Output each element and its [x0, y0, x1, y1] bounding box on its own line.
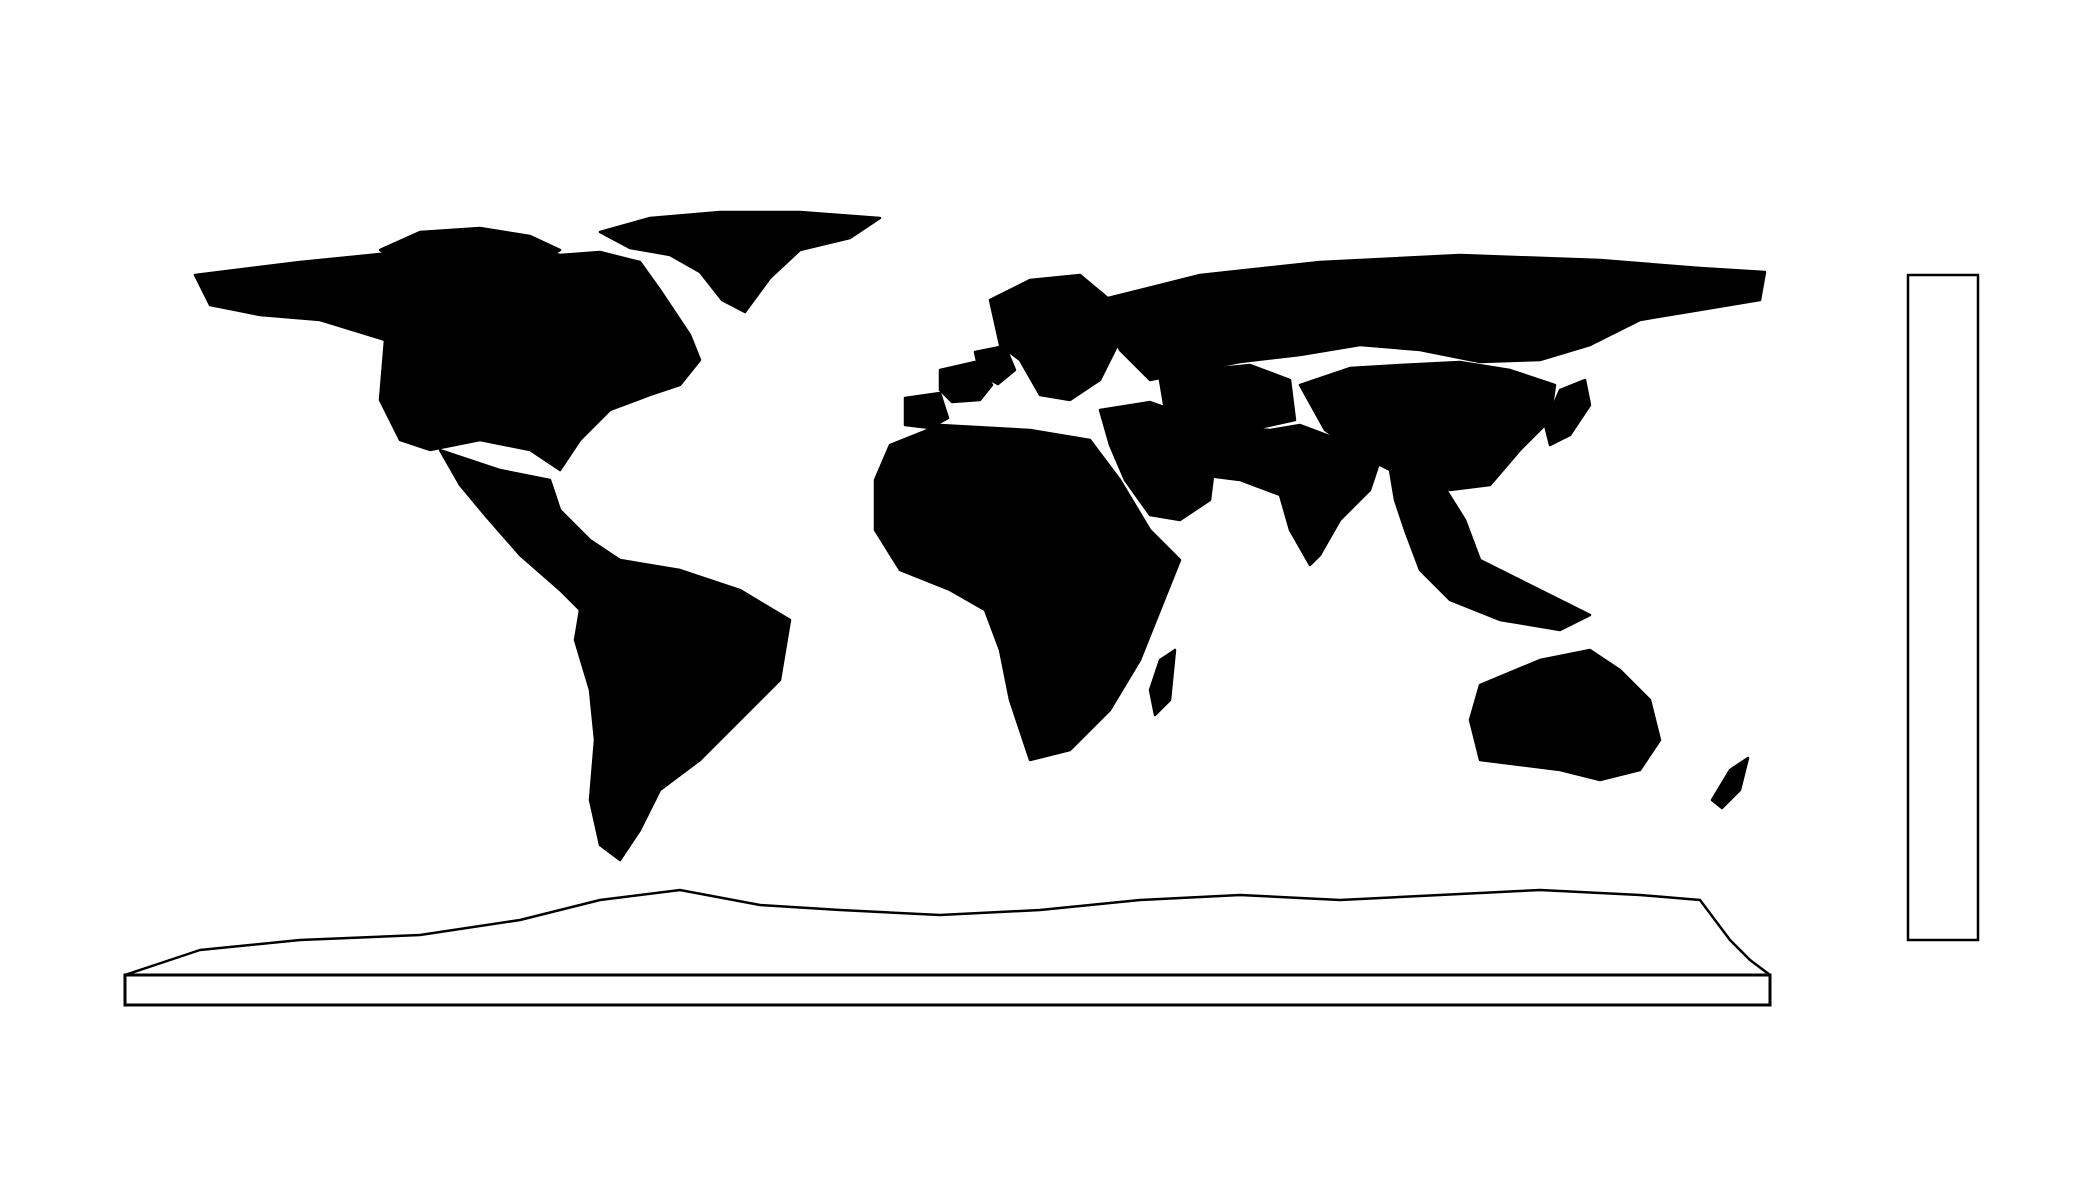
region-europe	[988, 273, 1122, 402]
region-japan	[1543, 378, 1592, 447]
region-new-zealand	[1710, 756, 1750, 810]
region-greenland	[598, 210, 882, 314]
region-australia	[1468, 648, 1662, 782]
legend-border	[1906, 273, 1980, 942]
region-madagascar	[1148, 648, 1177, 717]
country-layer	[124, 210, 1771, 977]
region-southeast-asia	[1388, 468, 1592, 632]
region-central-asia	[1158, 363, 1297, 432]
map-bottom-frame	[123, 973, 1772, 1007]
region-north-america-islands	[378, 226, 562, 264]
region-russia	[1098, 253, 1767, 382]
region-south-asia	[1148, 416, 1382, 567]
region-spain	[903, 391, 950, 430]
region-latin-america	[438, 448, 792, 862]
region-china	[1298, 360, 1557, 492]
region-germany	[973, 344, 1017, 386]
region-north-america	[193, 238, 702, 472]
region-antarctica	[124, 888, 1771, 977]
density-legend	[1906, 273, 1980, 942]
region-africa	[873, 423, 1182, 762]
